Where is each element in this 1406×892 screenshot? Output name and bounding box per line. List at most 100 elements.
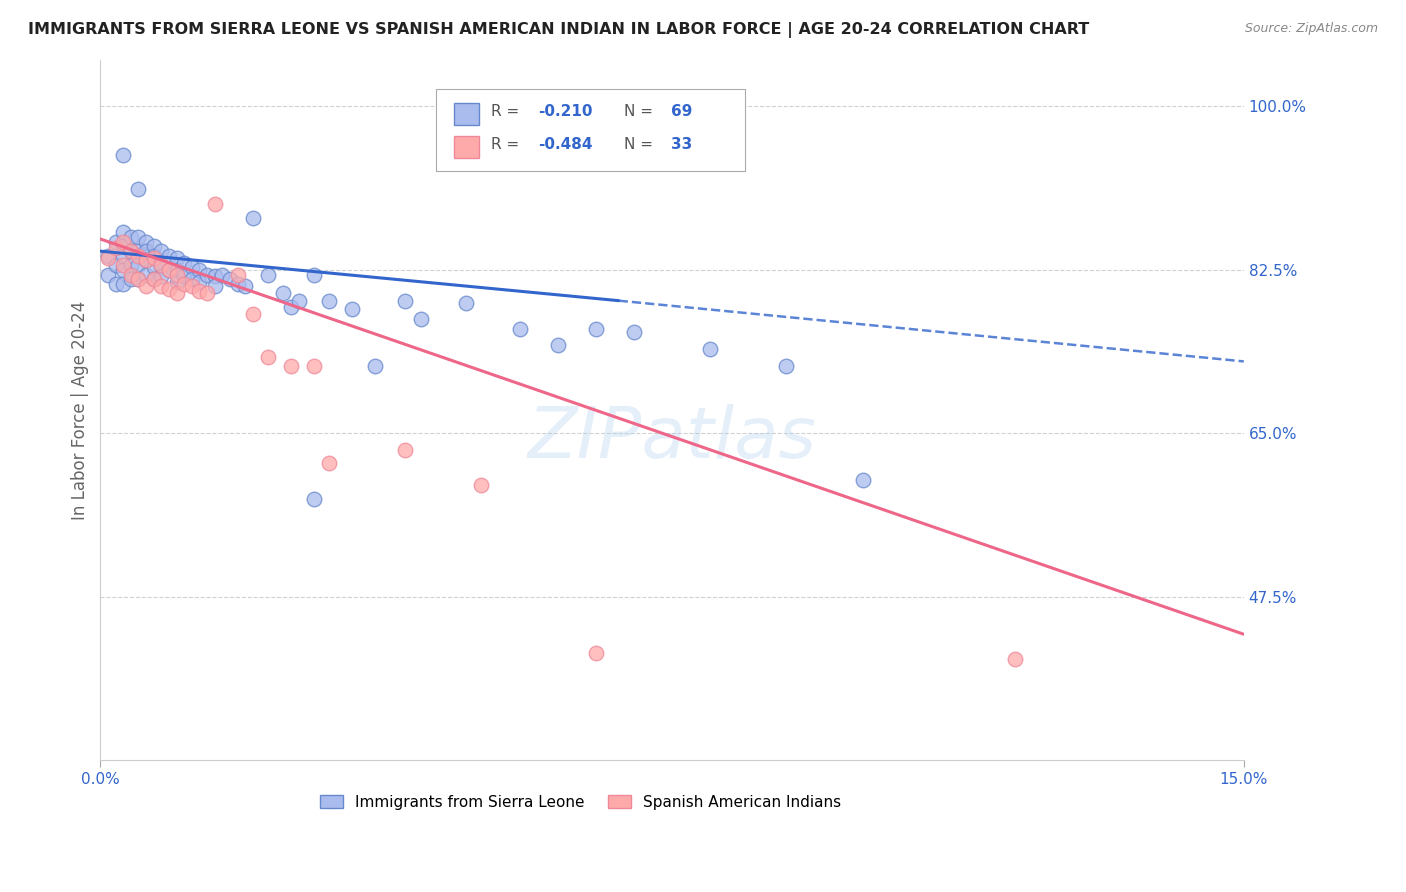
Point [127,244,149,259]
Point [120,268,142,282]
Point [195,268,218,282]
Point [166,263,188,277]
Point [112,148,135,162]
Point [233,278,256,293]
Point [120,244,142,259]
Point [302,268,325,282]
Point [112,277,135,291]
Point [166,268,188,282]
Point [394,293,416,308]
Point [280,359,302,373]
Text: 33: 33 [671,137,692,152]
Point [166,251,188,265]
Point [585,646,607,660]
Text: N =: N = [624,137,658,152]
Point [127,258,149,272]
Point [204,197,226,211]
Point [180,260,202,274]
Point [852,473,875,487]
Point [257,268,280,282]
Point [340,302,363,317]
Point [509,321,531,335]
Point [104,258,127,272]
Y-axis label: In Labor Force | Age 20-24: In Labor Force | Age 20-24 [72,301,89,520]
Point [127,181,149,195]
Point [150,258,173,272]
Point [242,307,264,321]
Point [127,230,149,244]
Point [157,263,180,277]
Point [112,263,135,277]
Text: -0.484: -0.484 [538,137,593,152]
Text: Source: ZipAtlas.com: Source: ZipAtlas.com [1244,22,1378,36]
Point [188,285,211,299]
Point [204,278,226,293]
Text: IMMIGRANTS FROM SIERRA LEONE VS SPANISH AMERICAN INDIAN IN LABOR FORCE | AGE 20-: IMMIGRANTS FROM SIERRA LEONE VS SPANISH … [28,22,1090,38]
Point [173,269,195,284]
Point [699,343,721,357]
Point [150,278,173,293]
Point [97,249,120,263]
Point [127,249,149,263]
Point [1004,652,1026,666]
Text: N =: N = [624,104,658,119]
Point [112,258,135,272]
Point [166,286,188,301]
Point [287,293,309,308]
Point [623,326,645,340]
Point [157,281,180,295]
Point [195,286,218,301]
Point [302,359,325,373]
Point [456,295,478,310]
Point [142,239,165,253]
Point [104,235,127,249]
Point [394,443,416,458]
Text: R =: R = [491,104,524,119]
Point [166,275,188,289]
Point [135,244,157,259]
Point [157,249,180,263]
Point [364,359,387,373]
Point [135,253,157,268]
Point [127,272,149,286]
Point [135,253,157,268]
Point [112,235,135,249]
Text: R =: R = [491,137,524,152]
Point [226,277,249,291]
Point [135,235,157,249]
Point [142,251,165,265]
Point [180,272,202,286]
Point [775,359,797,373]
Point [302,491,325,506]
Point [112,249,135,263]
Point [257,350,280,364]
Point [188,275,211,289]
Point [157,263,180,277]
Point [104,241,127,255]
Point [150,258,173,272]
Text: 69: 69 [671,104,692,119]
Point [318,293,340,308]
Point [97,251,120,265]
Point [585,321,607,335]
Point [120,230,142,244]
Point [271,286,294,301]
Point [226,268,249,282]
Text: ZIPatlas: ZIPatlas [527,403,817,473]
Point [188,263,211,277]
Text: -0.210: -0.210 [538,104,593,119]
Point [142,272,165,286]
Point [547,337,569,351]
Point [242,211,264,226]
Point [142,249,165,263]
Point [280,300,302,314]
Point [120,258,142,272]
Point [150,269,173,284]
Point [211,268,233,282]
Point [409,312,432,326]
Point [112,239,135,253]
Point [127,272,149,286]
Point [318,456,340,470]
Point [219,272,242,286]
Point [173,277,195,291]
